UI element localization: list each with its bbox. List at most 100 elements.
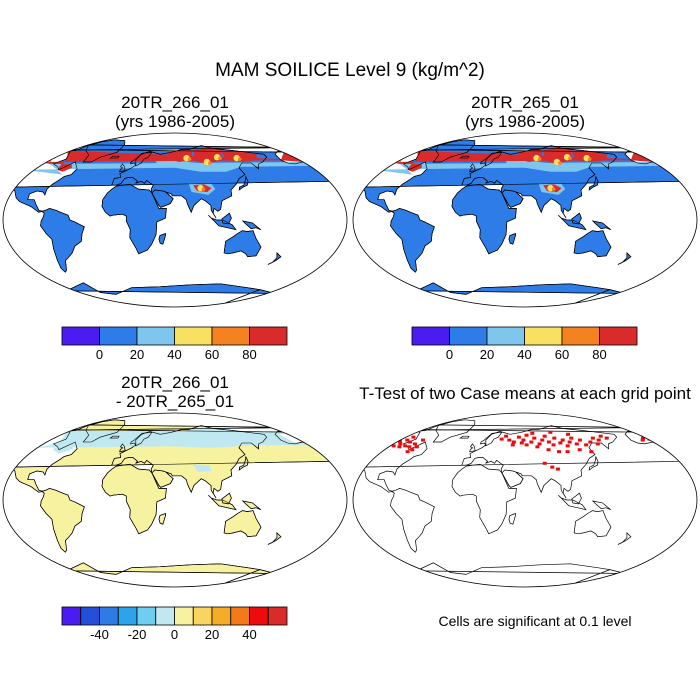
panel4-title: T-Test of two Case means at each grid po… <box>359 384 691 403</box>
coast-indonesia <box>558 214 587 231</box>
colorbar-label: 80 <box>592 347 606 362</box>
significant-cell-58 <box>604 436 609 440</box>
significant-cell-18 <box>410 448 415 452</box>
coast-eurasia <box>111 145 268 219</box>
significant-cell-47 <box>560 438 565 442</box>
colorbar-swatch-4 <box>136 606 157 626</box>
coast-south-america <box>40 488 85 553</box>
map-case2 <box>352 132 698 308</box>
significant-cell-7 <box>388 436 393 440</box>
significant-cell-16 <box>407 445 412 449</box>
colorbar-label: 20 <box>130 347 144 362</box>
colorbar-swatch-2 <box>136 326 175 346</box>
colorbar-label: 0 <box>96 347 103 362</box>
land-borneo <box>571 492 582 505</box>
significant-cell-24 <box>397 445 402 449</box>
significant-cell-4 <box>657 436 662 440</box>
significant-cell-62 <box>535 445 540 449</box>
coast-britain <box>119 163 126 173</box>
coast-iceland <box>459 155 470 159</box>
land-iceland <box>459 435 470 439</box>
significant-cell-60 <box>565 450 570 454</box>
colorbar-swatch-10 <box>249 606 269 626</box>
significant-cell-64 <box>524 443 529 447</box>
coast-arabian-gulf-fill <box>501 189 524 208</box>
colorbar-swatch-8 <box>211 606 232 626</box>
colorbar-label: -40 <box>90 627 109 642</box>
significant-cell-59 <box>546 448 551 452</box>
colorbar-label: 60 <box>205 347 219 362</box>
significant-cell-69 <box>530 431 535 435</box>
region-cold-canada-east <box>407 163 422 172</box>
region-high-2 <box>187 157 192 161</box>
colorbar-swatch-3 <box>524 326 563 346</box>
panel1-title-line2: (yrs 1986-2005) <box>114 112 235 132</box>
coast-arabian-gulf-fill <box>151 469 174 488</box>
significant-cell-41 <box>540 438 545 442</box>
significant-cell-0 <box>640 438 645 442</box>
region-high-0 <box>208 161 212 165</box>
significant-cell-73 <box>595 442 600 446</box>
significant-cell-49 <box>567 440 572 444</box>
significant-cell-74 <box>519 441 524 445</box>
significant-cell-8 <box>387 440 392 444</box>
significant-cell-66 <box>589 450 594 454</box>
significant-cell-37 <box>524 433 529 437</box>
significant-cell-43 <box>546 440 551 444</box>
colorbar-swatch-6 <box>174 606 194 626</box>
significant-cell-54 <box>588 440 593 444</box>
significant-cell-55 <box>590 436 595 440</box>
colorbar-swatch-1 <box>449 326 488 346</box>
colorbar-case1: 0 20 40 60 80 <box>61 326 288 362</box>
land-eurasia <box>461 425 618 499</box>
significant-cell-52 <box>577 438 582 442</box>
land-madagascar <box>508 513 516 525</box>
colorbar-swatch-0 <box>61 606 82 626</box>
significant-cell-5 <box>379 440 384 444</box>
colorbar-label: 20 <box>480 347 494 362</box>
significant-cell-51 <box>574 442 579 446</box>
coast-new-zealand <box>267 532 282 545</box>
coast-new-guinea <box>241 500 261 510</box>
land-greenland <box>432 419 476 443</box>
panel2-title-line2: (yrs 1986-2005) <box>464 112 585 132</box>
significant-cell-44 <box>551 443 556 447</box>
land-scandinavia <box>479 431 503 447</box>
region-cold-scandinavia-north <box>143 152 153 158</box>
region-high-4 <box>587 157 592 161</box>
region-high-5 <box>551 187 556 191</box>
figure-title: MAM SOILICE Level 9 (kg/m^2) <box>215 60 485 81</box>
significant-cell-57 <box>598 434 603 438</box>
coast-japan <box>238 176 249 191</box>
coast-greenland <box>82 139 126 163</box>
colorbar-swatch-9 <box>230 606 250 626</box>
colorbar-label: 40 <box>242 627 256 642</box>
significant-cell-11 <box>398 439 403 443</box>
colorbar-swatch-1 <box>99 326 138 346</box>
coast-australia <box>223 510 262 538</box>
colorbar-swatch-3 <box>174 326 213 346</box>
colorbar-label: 0 <box>446 347 453 362</box>
coast-japan <box>588 176 599 191</box>
colorbar-swatch-2 <box>486 326 525 346</box>
region-high-4 <box>237 157 242 161</box>
colorbar-swatch-0 <box>61 326 100 346</box>
colorbar-swatch-5 <box>155 606 175 626</box>
panel3-title-line1: 20TR_266_01 <box>121 373 229 392</box>
panel2-title-line1: 20TR_265_01 <box>471 93 579 112</box>
significant-cell-70 <box>542 461 547 465</box>
significant-cell-38 <box>529 440 534 444</box>
significant-cell-20 <box>395 437 400 441</box>
colorbar-swatch-7 <box>192 606 213 626</box>
colorbar-label: 20 <box>205 627 219 642</box>
coast-australia <box>573 230 612 258</box>
significant-cell-31 <box>499 437 504 441</box>
land-indonesia <box>558 494 587 511</box>
coast-greenland <box>432 139 476 163</box>
land-australia <box>573 510 612 538</box>
coast-indonesia <box>208 214 237 231</box>
coast-britain <box>119 443 126 453</box>
significant-cell-32 <box>504 434 509 438</box>
coast-eurasia <box>111 425 268 499</box>
land-new-zealand <box>617 532 632 545</box>
